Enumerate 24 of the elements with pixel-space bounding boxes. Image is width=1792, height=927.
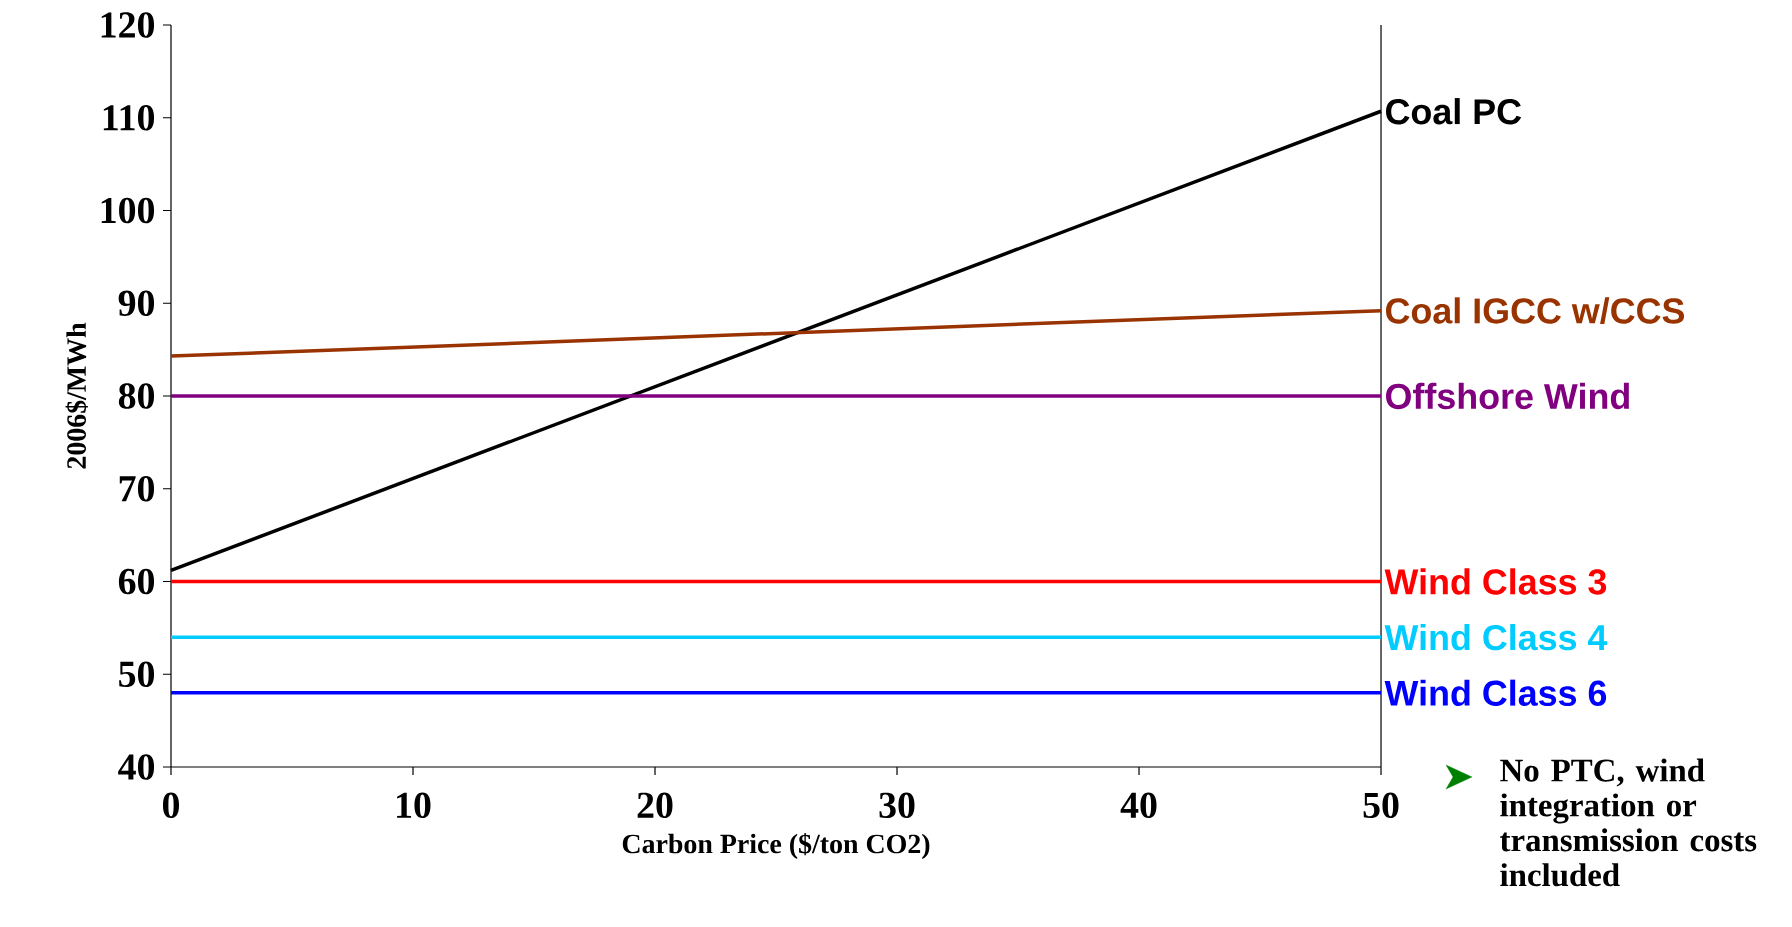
y-tick-label: 80 bbox=[118, 383, 155, 409]
y-tick-label: 70 bbox=[119, 475, 155, 502]
x-tick-label: 40 bbox=[1120, 792, 1157, 819]
series-label: Coal IGCC w/CCS bbox=[1386, 297, 1685, 325]
x-tick-label: 20 bbox=[637, 792, 673, 819]
y-tick-label: 100 bbox=[101, 197, 155, 224]
series-label: Wind Class 6 bbox=[1384, 679, 1607, 706]
x-tick-label: 0 bbox=[162, 792, 180, 819]
y-tick-label: 40 bbox=[118, 754, 155, 780]
x-axis-title: Carbon Price ($/ton CO2) bbox=[622, 832, 930, 860]
series-label: Wind Class 3 bbox=[1384, 568, 1607, 595]
x-tick-label: 30 bbox=[879, 792, 915, 819]
series-label: Coal PC bbox=[1386, 98, 1522, 125]
y-tick-label: 110 bbox=[103, 104, 155, 131]
x-tick-label: 50 bbox=[1363, 792, 1399, 819]
text: No PTC, wind integration or transmission costs included bbox=[1500, 758, 1757, 887]
y-axis-title: 2006$/MWh bbox=[65, 322, 88, 469]
y-tick-label: 90 bbox=[118, 290, 155, 317]
y-tick-label: 120 bbox=[101, 12, 155, 38]
y-tick-label: 60 bbox=[118, 568, 155, 595]
series-label: Offshore Wind bbox=[1386, 382, 1629, 410]
series-label: Wind Class 4 bbox=[1384, 623, 1608, 651]
x-tick-label: 10 bbox=[397, 792, 431, 819]
y-tick-label: 50 bbox=[119, 661, 155, 688]
